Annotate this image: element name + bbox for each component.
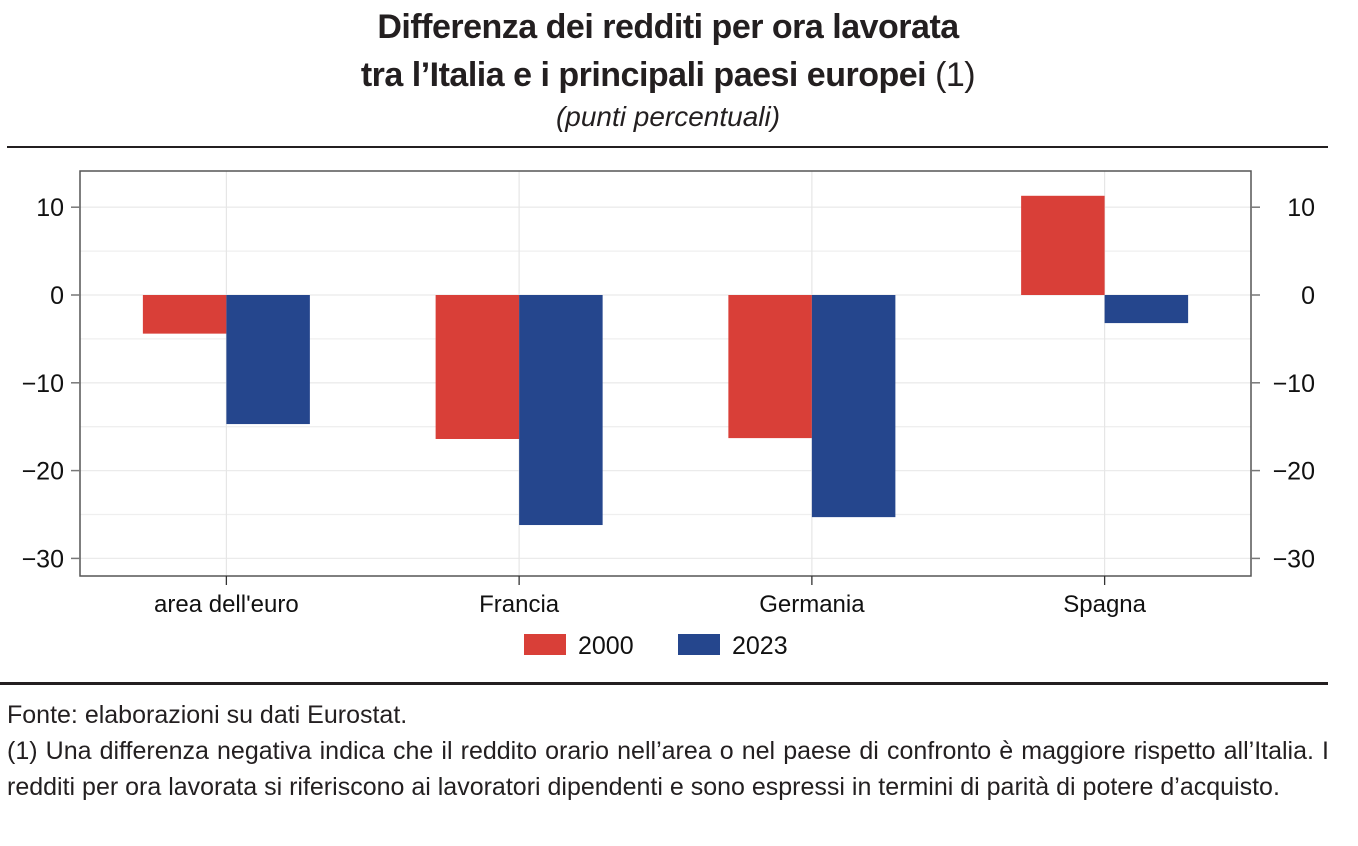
bar-2023-spagna xyxy=(1104,295,1189,324)
x-tick-label: Francia xyxy=(479,591,560,618)
y-tick-label-left: −10 xyxy=(22,370,64,398)
bar-2000-francia xyxy=(435,295,520,439)
bar-2000-area-dell-euro xyxy=(142,295,227,334)
x-tick-label: Germania xyxy=(759,591,865,618)
bar-2023-francia xyxy=(519,295,603,526)
chart-title-line-2: tra l’Italia e i principali paesi europe… xyxy=(0,56,1336,95)
title-footnote-ref: (1) xyxy=(935,56,976,94)
footnotes: Fonte: elaborazioni su dati Eurostat. (1… xyxy=(7,697,1329,805)
y-tick-label-right: −10 xyxy=(1273,370,1315,398)
y-tick-label-right: 0 xyxy=(1301,282,1315,310)
y-tick-label-right: 10 xyxy=(1287,194,1315,222)
bar-2023-area-dell-euro xyxy=(226,295,310,425)
plot-frame xyxy=(79,170,1252,577)
y-tick-label-right: −20 xyxy=(1273,458,1315,486)
bar-2000-spagna xyxy=(1021,195,1105,295)
y-tick-label-left: −30 xyxy=(22,545,64,573)
source-note: Fonte: elaborazioni su dati Eurostat. xyxy=(7,701,408,729)
bar-2023-germania xyxy=(811,295,896,518)
chart-title-line-1: Differenza dei redditi per ora lavorata xyxy=(0,8,1336,47)
title-text-1: Differenza dei redditi per ora lavorata xyxy=(377,8,959,46)
title-text-2: tra l’Italia e i principali paesi europe… xyxy=(360,56,927,94)
legend-swatch-2000 xyxy=(524,634,566,655)
x-tick-label: Spagna xyxy=(1063,591,1146,618)
bar-chart: 10 10 0 0 −10 −10 −20 −20 −30 −30 area dell'euro Fr… xyxy=(22,170,1315,660)
y-tick-label-left: −20 xyxy=(22,458,64,486)
chart-subtitle: (punti percentuali) xyxy=(555,101,781,132)
bottom-rule xyxy=(0,682,1328,685)
y-tick-label-left: 10 xyxy=(36,194,64,222)
legend-label-2023: 2023 xyxy=(732,632,788,660)
legend-label-2000: 2000 xyxy=(578,632,634,660)
top-rule xyxy=(7,146,1328,148)
y-tick-label-left: 0 xyxy=(50,282,64,310)
x-tick-label: area dell'euro xyxy=(154,591,299,618)
legend-swatch-2023 xyxy=(678,634,720,655)
footnote-1: (1) Una differenza negativa indica che i… xyxy=(7,737,1329,801)
bar-2000-germania xyxy=(728,295,812,439)
y-tick-label-right: −30 xyxy=(1273,545,1315,573)
